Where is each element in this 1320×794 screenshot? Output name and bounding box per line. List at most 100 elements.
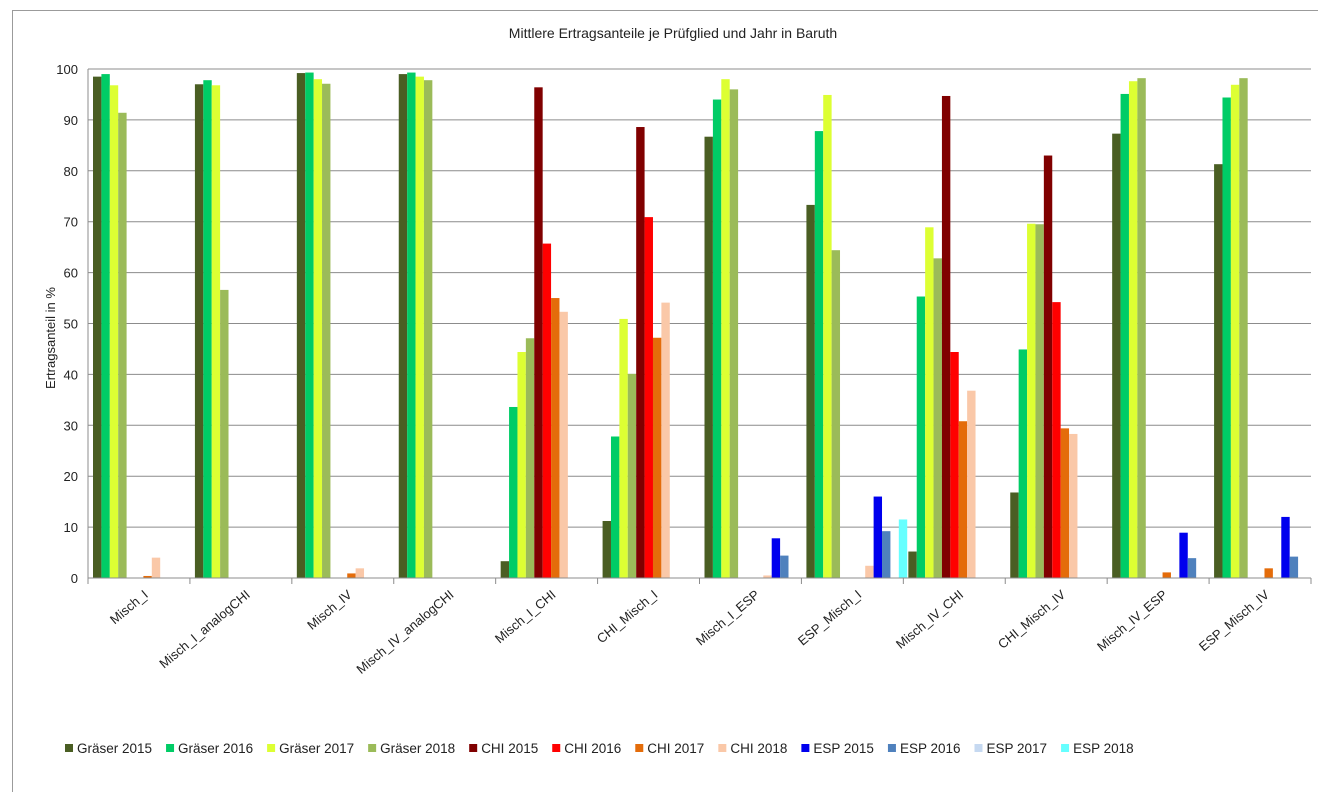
- bar: [509, 406, 518, 578]
- bar: [407, 72, 416, 579]
- bar: [305, 72, 314, 579]
- chart-title: Mittlere Ertragsanteile je Prüfglied und…: [509, 25, 837, 41]
- chart-frame: Mittlere Ertragsanteile je Prüfglied und…: [12, 10, 1318, 792]
- bar: [602, 520, 611, 578]
- legend-label: ESP 2015: [813, 741, 874, 756]
- bar: [525, 338, 535, 578]
- legend: Gräser 2015 Gräser 2016 Gräser 2017 Gräser …: [65, 741, 1134, 756]
- bar: [916, 296, 926, 578]
- x-axis-labels: Misch_I Misch_I_analogCHI Misch_IVMisch_IV…: [107, 587, 1272, 677]
- bar: [1222, 97, 1231, 578]
- legend-swatch: [1061, 744, 1070, 752]
- bar-chart: Mittlere Ertragsanteile je Prüfglied und…: [43, 25, 1312, 756]
- bar: [712, 99, 722, 578]
- bar: [831, 250, 841, 579]
- bar: [500, 561, 510, 578]
- legend-swatch: [368, 744, 377, 752]
- bars: [93, 72, 1299, 579]
- bar: [908, 551, 917, 578]
- x-category-label: Misch_IV_analogCHI: [353, 587, 456, 677]
- y-axis-label: Ertragsanteil in %: [43, 287, 58, 389]
- bar: [143, 575, 152, 578]
- x-category-label: Misch_IV: [304, 587, 355, 633]
- bar: [1052, 302, 1061, 578]
- legend-label: Gräser 2015: [77, 741, 152, 756]
- bar: [814, 131, 824, 578]
- y-tick-label: 0: [71, 571, 78, 586]
- legend-label: ESP 2017: [987, 741, 1048, 756]
- bar: [941, 95, 951, 579]
- legend-swatch: [469, 744, 478, 752]
- legend-label: CHI 2017: [647, 741, 704, 756]
- bar: [1289, 556, 1299, 578]
- legend-label: Gräser 2018: [380, 741, 455, 756]
- bar: [925, 227, 934, 578]
- x-category-label: CHI_Misch_IV: [995, 587, 1069, 652]
- legend-swatch: [635, 744, 644, 752]
- bar: [1214, 164, 1223, 579]
- bar: [644, 217, 653, 578]
- legend-label: ESP 2016: [900, 741, 961, 756]
- bar: [1069, 433, 1078, 578]
- y-tick-label: 70: [64, 215, 78, 230]
- bar: [806, 204, 815, 578]
- bar: [950, 352, 959, 578]
- bar: [1179, 532, 1188, 578]
- legend-swatch: [267, 744, 276, 752]
- bar: [1120, 93, 1129, 578]
- y-tick-label: 50: [64, 317, 78, 332]
- bar: [322, 83, 331, 579]
- bar: [534, 87, 543, 578]
- bar: [661, 302, 670, 578]
- gridlines: [88, 68, 1311, 528]
- bar: [627, 373, 637, 578]
- bar: [636, 127, 645, 578]
- y-tick-label: 80: [64, 164, 78, 179]
- legend-label: Gräser 2016: [178, 741, 253, 756]
- bar: [1281, 516, 1290, 578]
- x-category-label: Misch_IV_ESP: [1094, 587, 1170, 654]
- x-axis: [87, 69, 1312, 584]
- bar: [1137, 78, 1146, 579]
- bar: [898, 519, 908, 578]
- legend-label: CHI 2016: [564, 741, 621, 756]
- bar: [763, 575, 772, 578]
- bar: [729, 89, 739, 579]
- bar: [1264, 568, 1273, 578]
- bar: [211, 85, 221, 579]
- bar: [1027, 223, 1036, 578]
- y-tick-label: 40: [64, 367, 78, 382]
- bar: [101, 74, 110, 578]
- y-tick-label: 90: [64, 113, 78, 128]
- legend-swatch: [887, 744, 896, 752]
- bar: [1010, 492, 1019, 578]
- legend-label: Gräser 2017: [279, 741, 354, 756]
- bar: [933, 258, 942, 578]
- y-tick-label: 100: [56, 62, 78, 77]
- bar: [1035, 224, 1044, 578]
- legend-label: CHI 2015: [481, 741, 538, 756]
- bar: [1043, 155, 1053, 578]
- y-tick-label: 30: [64, 418, 78, 433]
- y-axis-ticks: 0 10 20 30 40 50 60 70 80 90 100: [56, 62, 78, 586]
- x-category-label: Misch_I_analogCHI: [156, 587, 253, 671]
- bar: [619, 318, 628, 578]
- bar: [542, 243, 552, 578]
- bar: [780, 555, 789, 578]
- y-tick-label: 20: [64, 469, 78, 484]
- legend-swatch: [974, 744, 983, 752]
- bar: [704, 136, 713, 578]
- bar: [313, 79, 323, 579]
- bar: [958, 421, 968, 578]
- x-category-label: ESP_Misch_I: [795, 587, 864, 649]
- y-tick-label: 10: [64, 520, 78, 535]
- bar: [415, 76, 424, 578]
- legend-swatch: [718, 744, 727, 752]
- x-category-label: Misch_I_ESP: [693, 587, 762, 649]
- bar: [771, 538, 781, 578]
- bar: [610, 436, 620, 578]
- bar: [347, 573, 356, 578]
- bar: [1162, 572, 1171, 578]
- x-category-label: Misch_IV_CHI: [893, 587, 966, 652]
- y-tick-label: 60: [64, 266, 78, 281]
